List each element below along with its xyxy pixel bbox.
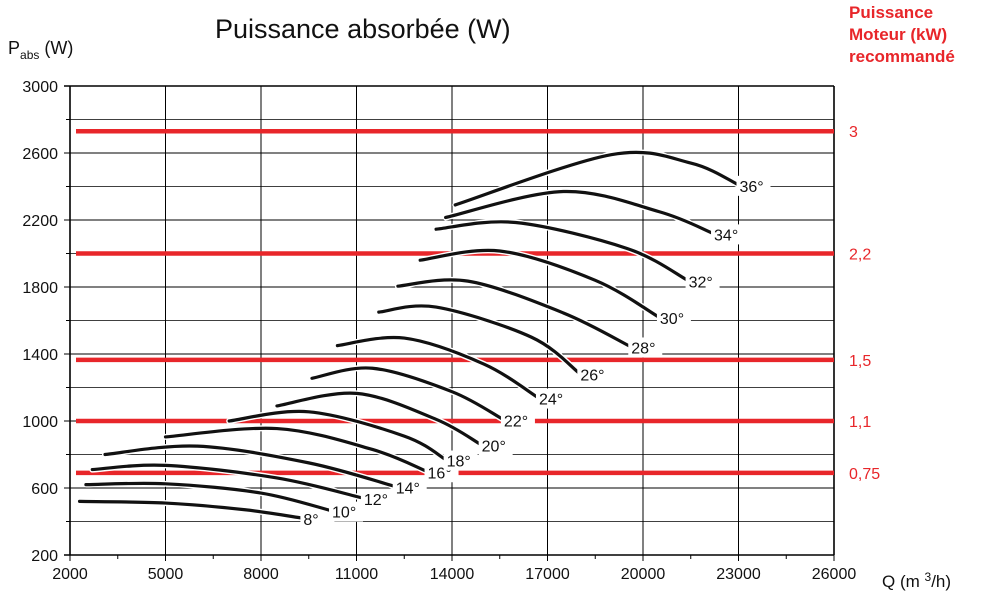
motor-power-label: 1,1 bbox=[849, 414, 871, 431]
y-tick-label: 3000 bbox=[22, 79, 58, 96]
blade-angle-curve bbox=[275, 391, 483, 447]
x-tick-label: 23000 bbox=[716, 566, 761, 583]
x-axis-label-suffix: /h) bbox=[931, 572, 952, 591]
motor-power-label: 1,5 bbox=[849, 353, 871, 370]
right-axis-title-line: Puissance bbox=[849, 3, 934, 22]
x-tick-label: 8000 bbox=[243, 566, 279, 583]
y-tick-label: 1800 bbox=[22, 280, 58, 297]
curve-label-bg bbox=[329, 501, 364, 522]
motor-power-label: 3 bbox=[849, 124, 858, 141]
curve-label: 26° bbox=[580, 367, 604, 384]
chart-title: Puissance absorbée (W) bbox=[215, 14, 511, 44]
curve-label-bg bbox=[500, 410, 535, 431]
blade-angle-curve bbox=[310, 366, 505, 421]
y-axis-label-main: P bbox=[8, 38, 21, 58]
curve-label: 34° bbox=[714, 227, 738, 244]
blade-angle-curve bbox=[335, 335, 540, 400]
x-tick-label: 11000 bbox=[335, 566, 378, 583]
curve-label: 18° bbox=[447, 454, 471, 471]
y-tick-label: 2200 bbox=[22, 213, 58, 230]
blade-angle-curve bbox=[453, 150, 741, 207]
x-axis-label-sup: 3 bbox=[924, 570, 932, 584]
curve-label: 22° bbox=[504, 413, 528, 430]
curve-label-bg bbox=[685, 271, 720, 292]
x-tick-label: 26000 bbox=[812, 566, 857, 583]
curve-label: 30° bbox=[660, 311, 684, 328]
y-axis-label: Pabs (W) bbox=[8, 38, 73, 62]
curve-label: 28° bbox=[631, 340, 655, 357]
curve-label: 32° bbox=[689, 274, 713, 291]
blade-angle-curve bbox=[90, 463, 365, 500]
curve-label-bg bbox=[535, 388, 570, 409]
blade-angle-curve bbox=[163, 426, 429, 473]
x-tick-label: 17000 bbox=[525, 566, 570, 583]
y-tick-label: 600 bbox=[31, 481, 58, 498]
curve-label: 12° bbox=[364, 492, 388, 509]
curve-label-bg bbox=[656, 308, 691, 329]
curve-halo bbox=[442, 188, 717, 237]
x-axis-label: Q (m 3/h) bbox=[882, 570, 951, 592]
curve-label-bg bbox=[711, 224, 746, 245]
curve-halo bbox=[162, 425, 430, 475]
blade-angle-curve bbox=[377, 304, 581, 375]
curve-label: 24° bbox=[539, 392, 563, 409]
right-axis-title: Puissance Moteur (kW) recommandé bbox=[849, 2, 955, 68]
motor-power-label: 2,2 bbox=[849, 247, 871, 264]
curve-label-bg bbox=[300, 509, 335, 530]
y-tick-label: 1400 bbox=[22, 347, 58, 364]
curve-label-bg bbox=[478, 435, 513, 456]
blade-angle-curve bbox=[444, 189, 715, 235]
blade-angle-curve bbox=[418, 248, 661, 319]
curve-label-bg bbox=[360, 489, 395, 510]
blade-angle-curve bbox=[434, 220, 690, 282]
x-tick-label: 20000 bbox=[621, 566, 666, 583]
curve-label: 10° bbox=[332, 505, 356, 522]
curve-label: 8° bbox=[303, 512, 318, 529]
x-tick-label: 5000 bbox=[148, 566, 184, 583]
blade-angle-curve bbox=[77, 499, 304, 520]
curve-label: 36° bbox=[740, 179, 764, 196]
curve-label: 14° bbox=[396, 480, 420, 497]
curve-label-bg bbox=[736, 175, 771, 196]
motor-power-label: 0,75 bbox=[849, 466, 880, 483]
x-tick-label: 14000 bbox=[430, 566, 475, 583]
x-tick-label: 2000 bbox=[52, 566, 88, 583]
y-axis-label-unit: (W) bbox=[39, 38, 74, 58]
blade-angle-curve bbox=[227, 409, 448, 462]
curve-label-bg bbox=[577, 364, 612, 385]
y-tick-label: 1000 bbox=[22, 414, 58, 431]
y-tick-label: 2600 bbox=[22, 146, 58, 163]
blade-angle-curve bbox=[103, 444, 397, 488]
curve-label-bg bbox=[392, 477, 427, 498]
blade-angle-curve bbox=[84, 481, 333, 513]
right-axis-title-line: Moteur (kW) bbox=[849, 25, 948, 44]
y-axis-label-sub: abs bbox=[20, 48, 40, 62]
curve-label-bg bbox=[443, 450, 478, 471]
curve-halo bbox=[394, 276, 634, 350]
blade-angle-curve bbox=[396, 278, 632, 349]
curve-label: 20° bbox=[482, 438, 506, 455]
x-axis-label-prefix: Q (m bbox=[882, 572, 925, 591]
curve-label-bg bbox=[628, 337, 663, 358]
y-tick-label: 200 bbox=[31, 548, 58, 565]
right-axis-title-line: recommandé bbox=[849, 47, 955, 66]
